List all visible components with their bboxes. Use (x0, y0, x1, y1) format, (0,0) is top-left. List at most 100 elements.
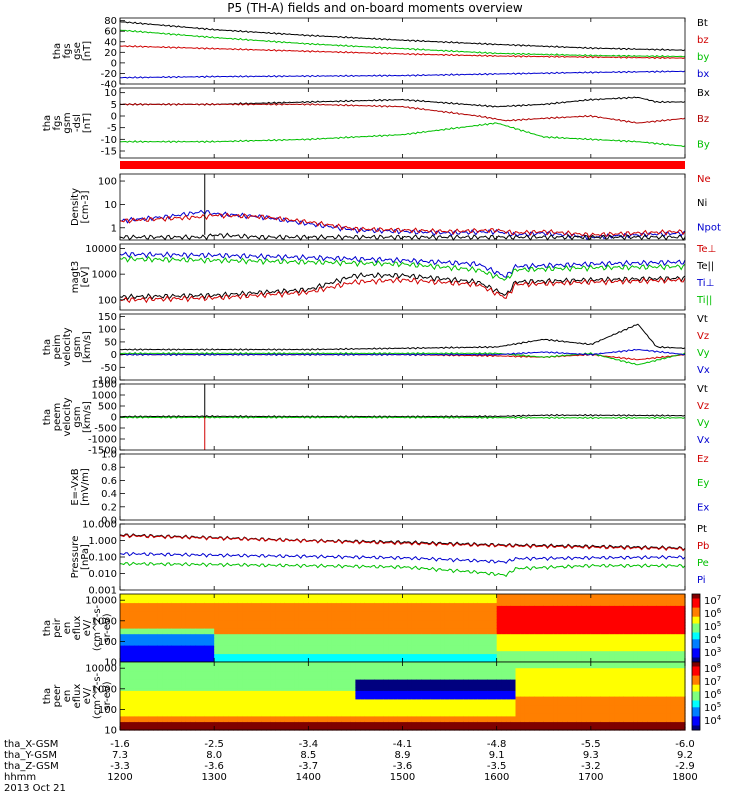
spectrogram-cell (214, 698, 220, 703)
spectrogram-cell (308, 710, 314, 714)
spectrogram-cell (388, 613, 394, 618)
spectrogram-cell (190, 596, 196, 601)
spectrogram-cell (214, 690, 220, 694)
spectrogram-cell (190, 662, 196, 666)
spectrogram-cell (411, 647, 418, 652)
spectrogram-cell (510, 656, 517, 660)
spectrogram-cell (482, 647, 488, 652)
spectrogram-cell (256, 664, 262, 669)
spectrogram-cell (124, 704, 130, 708)
spectrogram-cell (247, 613, 253, 618)
spectrogram-cell (426, 662, 432, 666)
spectrogram-cell (209, 613, 215, 618)
spectrogram-cell (421, 656, 427, 660)
spectrogram-cell (280, 636, 286, 640)
spectrogram-cell (294, 653, 300, 657)
spectrogram-cell (402, 721, 408, 725)
spectrogram-cell (355, 713, 361, 717)
spectrogram-cell (614, 608, 620, 612)
spectrogram-cell (341, 596, 347, 601)
spectrogram-cell (327, 596, 333, 601)
spectrogram-cell (242, 602, 248, 606)
spectrogram-cell (171, 684, 178, 689)
spectrogram-cell (510, 653, 517, 657)
spectrogram-cell (482, 630, 488, 635)
y-tick-label: -10 (101, 135, 117, 146)
spectrogram-cell (313, 650, 319, 655)
spectrogram-cell (124, 679, 130, 683)
spectrogram-cell (266, 619, 272, 623)
spectrogram-cell (336, 690, 342, 694)
spectrogram-cell (346, 608, 352, 612)
spectrogram-cell (374, 647, 380, 652)
spectrogram-cell (350, 596, 356, 601)
spectrogram-cell (557, 636, 564, 640)
spectrogram-cell (379, 690, 385, 694)
spectrogram-cell (449, 639, 455, 643)
spectrogram-cell (247, 616, 253, 621)
legend-entry: Vy (697, 418, 710, 429)
spectrogram-cell (379, 710, 385, 714)
spectrogram-cell (209, 701, 215, 706)
spectrogram-cell (675, 639, 681, 643)
spectrogram-cell (218, 656, 225, 660)
spectrogram-cell (576, 650, 582, 655)
spectrogram-cell (548, 639, 554, 643)
spectrogram-cell (421, 710, 427, 714)
spectrogram-cell (261, 696, 267, 700)
spectrogram-cell (407, 602, 413, 606)
spectrogram-cell (397, 602, 404, 606)
spectrogram-cell (242, 690, 248, 694)
spectrogram-cell (289, 679, 295, 683)
spectrogram-cell (124, 594, 130, 598)
spectrogram-cell (666, 611, 672, 615)
spectrogram-cell (346, 679, 352, 683)
spectrogram-cell (510, 616, 517, 621)
spectrogram-cell (251, 636, 258, 640)
spectrogram-cell (397, 625, 404, 629)
spectrogram-cell (129, 707, 135, 711)
spectrogram-cell (195, 710, 201, 714)
spectrogram-cell (529, 596, 535, 601)
spectrogram-cell (562, 596, 568, 601)
spectrogram-cell (284, 645, 291, 649)
spectrogram-cell (496, 628, 502, 632)
spectrogram-cell (543, 628, 550, 632)
spectrogram-cell (138, 713, 145, 717)
spectrogram-cell (543, 608, 550, 612)
spectrogram-cell (430, 681, 437, 686)
spectrogram-cell (289, 718, 295, 723)
spectrogram-cell (270, 625, 276, 629)
spectrogram-cell (397, 713, 404, 717)
spectrogram-cell (402, 619, 408, 623)
spectrogram-cell (185, 667, 192, 672)
spectrogram-cell (242, 599, 248, 604)
spectrogram-cell (364, 645, 371, 649)
spectrogram-cell (233, 704, 239, 708)
spectrogram-cell (346, 690, 352, 694)
spectrogram-cell (171, 704, 178, 708)
spectrogram-cell (185, 687, 192, 691)
spectrogram-cell (148, 633, 154, 638)
spectrogram-cell (289, 619, 295, 623)
spectrogram-cell (543, 625, 550, 629)
spectrogram-cell (562, 647, 568, 652)
spectrogram-cell (393, 718, 399, 723)
spectrogram-cell (162, 636, 168, 640)
spectrogram-cell (181, 599, 187, 604)
spectrogram-cell (670, 630, 677, 635)
spectrogram-cell (317, 718, 324, 723)
spectrogram-cell (298, 681, 305, 686)
spectrogram-cell (454, 667, 460, 672)
spectrogram-cell (289, 605, 295, 609)
spectrogram-cell (468, 647, 474, 652)
spectrogram-cell (214, 630, 220, 635)
spectrogram-cell (407, 664, 413, 669)
spectrogram-cell (251, 639, 258, 643)
spectrogram-cell (298, 639, 305, 643)
series-line-pb (119, 533, 686, 552)
spectrogram-cell (148, 701, 154, 706)
spectrogram-cell (162, 639, 168, 643)
spectrogram-cell (280, 642, 286, 646)
spectrogram-cell (397, 679, 404, 683)
